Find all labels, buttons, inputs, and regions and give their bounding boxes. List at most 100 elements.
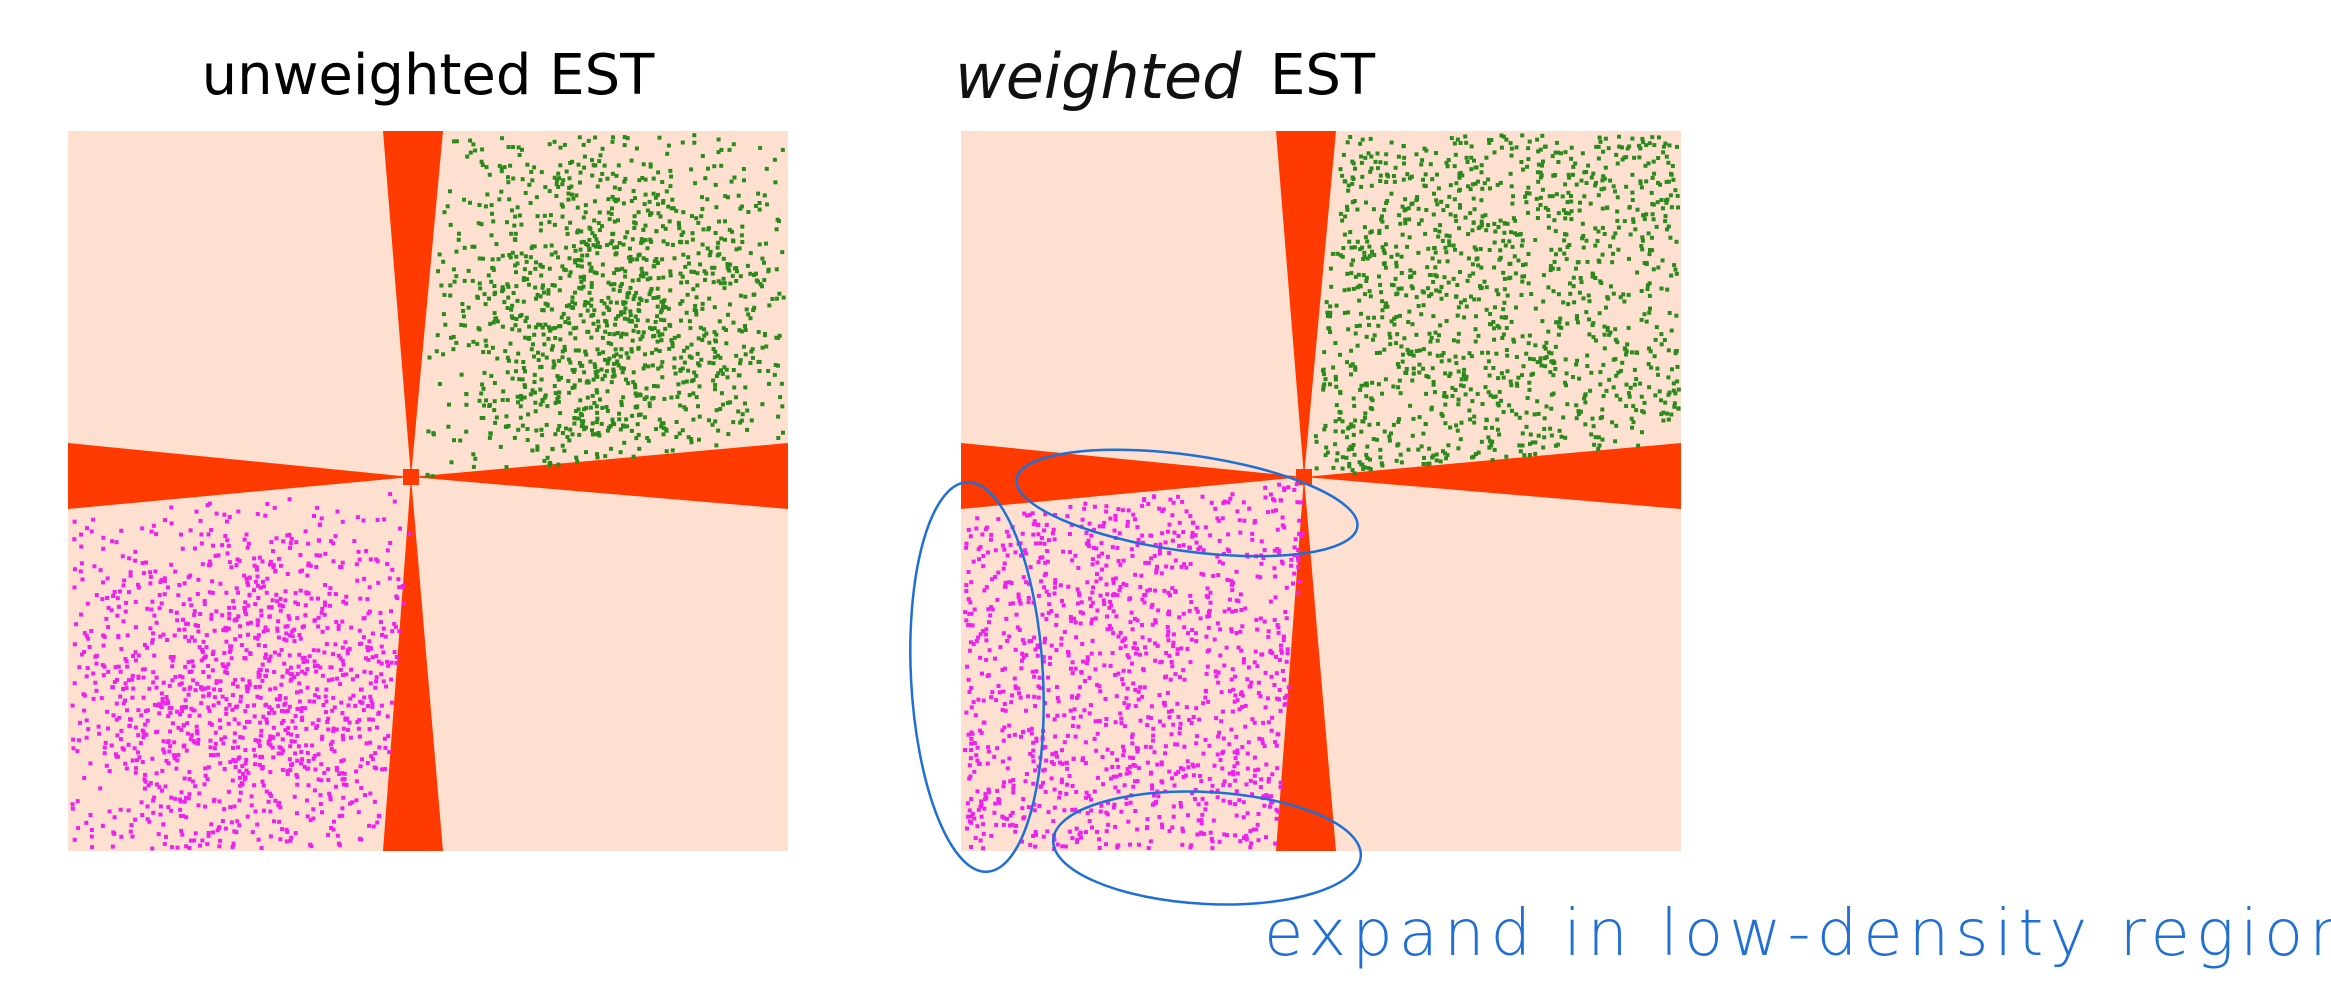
sample-point (1652, 171, 1657, 176)
sample-point (316, 777, 321, 782)
sample-point (181, 602, 186, 607)
sample-point (762, 193, 767, 198)
sample-point (523, 384, 528, 389)
sample-point (976, 807, 981, 812)
sample-point (1273, 595, 1278, 600)
sample-point (556, 375, 561, 380)
sample-point (1086, 794, 1091, 798)
sample-point (987, 648, 992, 653)
sample-point (397, 629, 402, 634)
sample-point (389, 609, 393, 614)
sample-point (1667, 390, 1672, 395)
sample-point (700, 207, 705, 211)
sample-point (1527, 380, 1532, 385)
sample-point (466, 305, 471, 310)
sample-point (1292, 487, 1297, 492)
sample-point (1387, 434, 1392, 439)
sample-point (1635, 270, 1640, 275)
sample-point (1175, 651, 1180, 656)
sample-point (1125, 705, 1130, 710)
sample-point (570, 432, 575, 437)
sample-point (1671, 177, 1676, 182)
sample-point (557, 390, 562, 395)
sample-point (1438, 323, 1443, 328)
sample-point (506, 295, 511, 300)
sample-point (1037, 804, 1042, 808)
sample-point (367, 727, 372, 732)
sample-point (1235, 698, 1240, 703)
sample-point (313, 767, 318, 772)
sample-point (1362, 250, 1367, 255)
sample-point (227, 702, 232, 707)
sample-point (1353, 365, 1358, 370)
sample-point (745, 408, 750, 413)
sample-point (1459, 251, 1464, 256)
sample-point (360, 700, 365, 705)
sample-point (523, 319, 528, 324)
sample-point (1384, 152, 1389, 157)
sample-point (607, 217, 612, 222)
sample-point (506, 145, 511, 149)
sample-point (1538, 195, 1543, 200)
sample-point (390, 567, 395, 572)
sample-point (188, 528, 193, 533)
sample-point (1581, 233, 1586, 238)
sample-point (283, 589, 288, 594)
sample-point (206, 674, 211, 679)
sample-point (119, 528, 124, 533)
sample-point (1563, 435, 1568, 440)
sample-point (128, 573, 133, 578)
sample-point (484, 165, 489, 170)
sample-point (1188, 845, 1193, 850)
sample-point (623, 176, 628, 181)
sample-point (1369, 154, 1374, 159)
sample-point (218, 761, 223, 766)
sample-point (199, 701, 204, 706)
sample-point (1229, 629, 1234, 634)
sample-point (246, 771, 251, 776)
sample-point (1487, 140, 1492, 145)
sample-point (494, 242, 499, 247)
sample-point (299, 706, 304, 711)
sample-point (1326, 314, 1330, 318)
sample-point (1194, 706, 1199, 711)
sample-point (640, 270, 645, 275)
sample-point (1070, 724, 1075, 728)
sample-point (589, 265, 594, 270)
sample-point (1159, 762, 1164, 767)
sample-point (643, 177, 648, 182)
sample-point (236, 745, 241, 750)
sample-point (1054, 750, 1058, 755)
sample-point (1591, 171, 1596, 176)
sample-point (217, 799, 222, 804)
sample-point (1400, 204, 1405, 209)
sample-point (1389, 319, 1394, 324)
sample-point (1479, 439, 1484, 444)
sample-point (1239, 608, 1244, 612)
sample-point (346, 703, 351, 708)
sample-point (964, 541, 969, 546)
sample-point (1161, 723, 1166, 728)
sample-point (1366, 466, 1371, 471)
sample-point (170, 678, 175, 683)
sample-point (1202, 831, 1207, 836)
sample-point (1145, 588, 1150, 593)
sample-point (75, 749, 80, 754)
sample-point (969, 640, 973, 645)
sample-point (276, 704, 281, 709)
sample-point (1638, 381, 1643, 386)
sample-point (1472, 297, 1477, 302)
sample-point (340, 519, 345, 524)
sample-point (545, 302, 550, 307)
sample-point (1001, 784, 1006, 789)
sample-point (1630, 136, 1635, 141)
sample-point (980, 671, 984, 676)
sample-point (1540, 163, 1544, 168)
sample-point (697, 363, 702, 368)
sample-point (1377, 228, 1382, 233)
sample-point (389, 660, 394, 665)
sample-point (706, 166, 710, 171)
sample-point (236, 721, 241, 726)
sample-point (492, 408, 497, 413)
sample-point (1454, 218, 1459, 223)
